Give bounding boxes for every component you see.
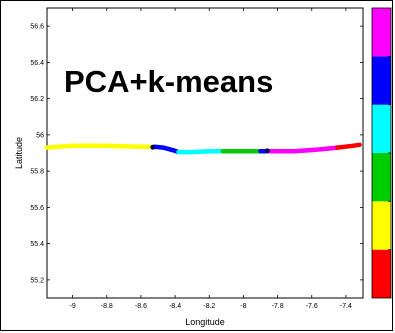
- y-axis-label: Latitude: [14, 137, 24, 169]
- y-axis: 55.2 55.4 55.6 55.8 56 56.2 56.4 56.6: [30, 24, 363, 284]
- y-tick-label: 56.2: [30, 96, 44, 103]
- trajectory-markers: [150, 144, 270, 154]
- y-tick-label: 56: [36, 132, 44, 139]
- series-line-segment: [265, 145, 340, 154]
- x-axis: -9 -8.8 -8.6 -8.4 -8.2 -8 -7.8 -7.6 -7.4: [70, 8, 352, 310]
- series-marker: [264, 148, 270, 154]
- y-tick-label: 56.4: [30, 60, 44, 67]
- series-line-segment: [176, 148, 226, 155]
- series-line-segment: [44, 143, 157, 150]
- colorbar-swatch: [372, 201, 391, 250]
- series-line-segment: [152, 144, 181, 155]
- y-tick-label: 56.6: [30, 24, 44, 31]
- series-line-segment: [335, 142, 362, 150]
- chart-title: PCA+k-means: [64, 64, 273, 99]
- colorbar-swatch: [372, 153, 391, 202]
- colorbar-swatch: [372, 56, 391, 105]
- trajectory-series: [44, 142, 362, 155]
- y-tick-label: 55.2: [30, 277, 44, 284]
- x-tick-label: -7.8: [272, 303, 284, 310]
- x-tick-label: -8.4: [169, 303, 181, 310]
- x-tick-label: -8: [240, 303, 246, 310]
- colorbar: [371, 7, 392, 299]
- x-tick-label: -9: [70, 303, 76, 310]
- x-tick-label: -8.2: [203, 303, 215, 310]
- colorbar-swatch: [372, 104, 391, 153]
- series-marker: [150, 144, 156, 150]
- x-tick-label: -7.6: [306, 303, 318, 310]
- x-tick-label: -8.6: [135, 303, 147, 310]
- colorbar-swatch: [372, 8, 391, 57]
- x-tick-label: -7.4: [340, 303, 352, 310]
- x-axis-label: Longitude: [185, 317, 225, 327]
- x-tick-label: -8.8: [101, 303, 113, 310]
- y-tick-label: 55.4: [30, 241, 44, 248]
- colorbar-swatch: [372, 249, 391, 298]
- y-tick-label: 55.8: [30, 169, 44, 176]
- y-tick-label: 55.6: [30, 205, 44, 212]
